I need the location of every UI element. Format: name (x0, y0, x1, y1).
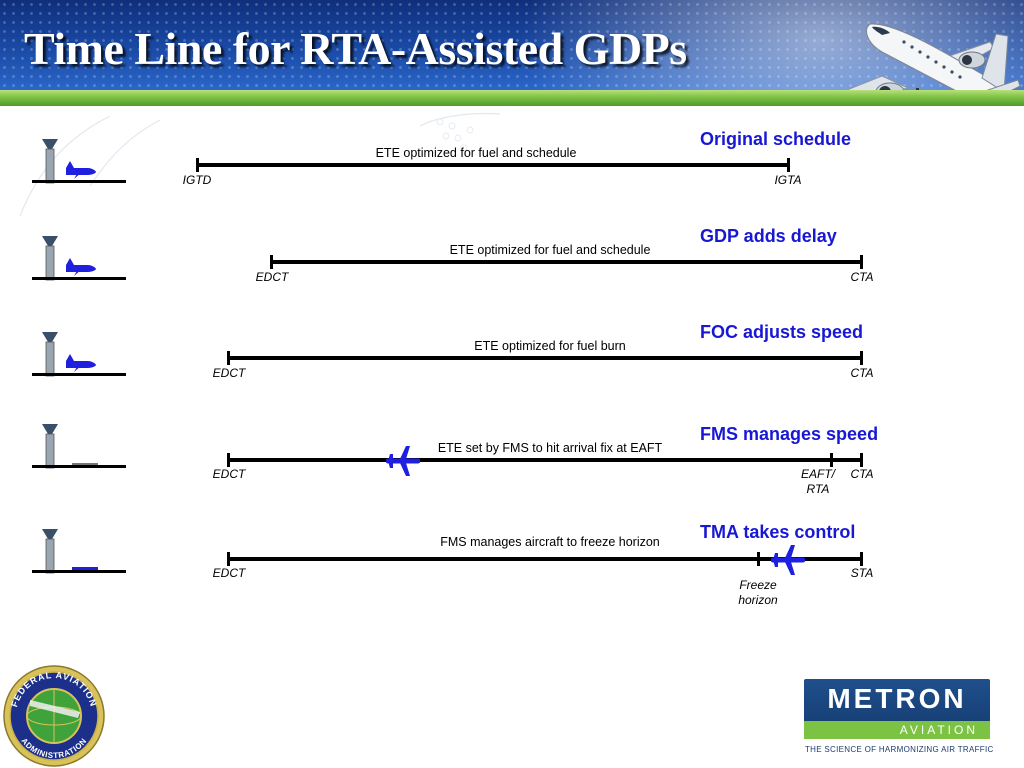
start-label: EDCT (255, 270, 289, 284)
slide-title: Time Line for RTA-Assisted GDPs (24, 23, 687, 74)
metron-aviation-logo: METRON AVIATION (804, 679, 990, 739)
end-label: CTA (850, 270, 874, 284)
eaft-rta-label: EAFT/ RTA (801, 467, 835, 497)
start-tick (227, 351, 230, 365)
start-tick (196, 158, 199, 172)
timeline-bar (197, 163, 789, 167)
start-label: EDCT (212, 366, 246, 380)
end-tick (860, 453, 863, 467)
end-label: IGTA (774, 173, 802, 187)
start-label: EDCT (212, 566, 246, 580)
eaft-label-line2: RTA (806, 482, 830, 496)
start-tick (227, 552, 230, 566)
start-tick (270, 255, 273, 269)
timeline-bar (228, 458, 863, 462)
tower-with-aircraft-icon (32, 236, 126, 281)
end-tick (860, 552, 863, 566)
airplane-icon (386, 446, 420, 476)
row-heading: Original schedule (700, 129, 852, 149)
end-tick (860, 255, 863, 269)
row-heading: GDP adds delay (700, 226, 837, 246)
freeze-label-line1: Freeze (739, 578, 777, 592)
start-tick (227, 453, 230, 467)
end-label: CTA (850, 467, 874, 481)
end-tick (787, 158, 790, 172)
tower-empty-runway-icon (32, 424, 126, 469)
timeline-bar (271, 260, 863, 264)
eaft-label-line1: EAFT/ (800, 467, 836, 481)
metron-aviation-band: AVIATION (804, 721, 990, 739)
metron-tagline: THE SCIENCE OF HARMONIZING AIR TRAFFIC (805, 745, 994, 754)
bar-label: ETE optimized for fuel and schedule (449, 243, 651, 257)
end-label: CTA (850, 366, 874, 380)
row-heading: FOC adjusts speed (700, 322, 864, 342)
background-decoration (19, 112, 501, 217)
bar-label: ETE optimized for fuel burn (474, 339, 626, 353)
airplane-icon (771, 545, 805, 575)
green-accent-band (0, 90, 1024, 106)
row-heading: TMA takes control (700, 522, 856, 542)
end-label: STA (850, 566, 874, 580)
bar-label: FMS manages aircraft to freeze horizon (440, 535, 660, 549)
freeze-horizon-tick (757, 552, 760, 566)
faa-seal-logo: FEDERAL AVIATION ADMINISTRATION (3, 665, 105, 767)
timeline-bar (228, 356, 863, 360)
jet-aircraft-image (845, 23, 1021, 90)
row-heading: FMS manages speed (700, 424, 879, 444)
tower-with-aircraft-icon (32, 139, 126, 184)
eaft-tick (830, 453, 833, 467)
timeline-bar (228, 557, 863, 561)
bar-label: ETE set by FMS to hit arrival fix at EAF… (437, 441, 663, 455)
freeze-label-line2: horizon (738, 593, 778, 607)
tower-with-aircraft-icon (32, 529, 126, 574)
tower-with-aircraft-icon (32, 332, 126, 377)
end-tick (860, 351, 863, 365)
start-label: EDCT (212, 467, 246, 481)
bar-label: ETE optimized for fuel and schedule (375, 146, 577, 160)
title-banner: Time Line for RTA-Assisted GDPs (0, 0, 1024, 90)
freeze-horizon-label: Freeze horizon (738, 578, 777, 608)
metron-wordmark: METRON (827, 683, 967, 714)
start-label: IGTD (182, 173, 212, 187)
